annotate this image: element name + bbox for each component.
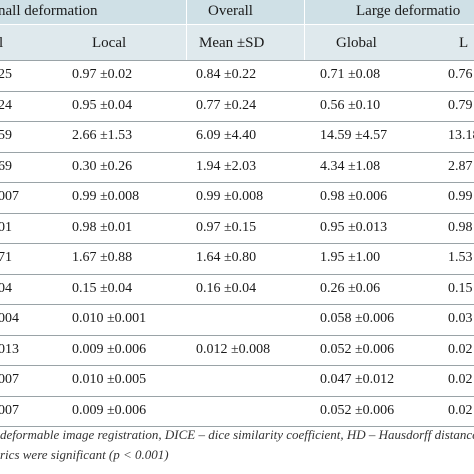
cell-global: 0.98 ±0.006 xyxy=(320,189,388,204)
cell-first: 004 xyxy=(0,311,19,326)
cell-local: 0.99 ±0.008 xyxy=(72,189,140,204)
cell-first: 007 xyxy=(0,403,19,418)
cell-global: 0.95 ±0.013 xyxy=(320,220,388,235)
cell-first: 71 xyxy=(0,250,12,265)
row-divider xyxy=(0,365,474,366)
cell-global: 0.047 ±0.012 xyxy=(320,372,395,387)
subheader-mean: Mean ±SD xyxy=(199,35,265,51)
row-divider xyxy=(0,152,474,153)
cell-last: 0.98 xyxy=(448,220,473,235)
cell-global: 0.56 ±0.10 xyxy=(320,98,381,113)
cell-local: 0.009 ±0.006 xyxy=(72,342,147,357)
row-divider xyxy=(0,396,474,397)
cell-global: 0.26 ±0.06 xyxy=(320,281,381,296)
cell-global: 0.058 ±0.006 xyxy=(320,311,395,326)
cell-local: 0.30 ±0.26 xyxy=(72,159,133,174)
cell-local: 1.67 ±0.88 xyxy=(72,250,133,265)
row-divider xyxy=(0,304,474,305)
subheader-global: Global xyxy=(336,35,377,51)
cell-overall: 0.99 ±0.008 xyxy=(196,189,264,204)
cell-first: 01 xyxy=(0,220,12,235)
cell-overall: 0.97 ±0.15 xyxy=(196,220,257,235)
cell-first: 007 xyxy=(0,189,19,204)
cell-last: 0.15 xyxy=(448,281,473,296)
cell-overall: 0.84 ±0.22 xyxy=(196,67,257,82)
cell-first: 007 xyxy=(0,372,19,387)
cell-global: 1.95 ±1.00 xyxy=(320,250,381,265)
cell-local: 0.009 ±0.006 xyxy=(72,403,147,418)
cell-first: 69 xyxy=(0,159,12,174)
subheader-band xyxy=(0,25,474,60)
cell-overall: 6.09 ±4.40 xyxy=(196,128,257,143)
cell-local: 0.98 ±0.01 xyxy=(72,220,133,235)
row-divider xyxy=(0,274,474,275)
cell-last: 0.79 xyxy=(448,98,473,113)
cell-last: 0.02 xyxy=(448,403,473,418)
group-header-small: nall deformation xyxy=(0,3,98,19)
group-header-band xyxy=(0,0,474,24)
subheader-first: l xyxy=(0,35,4,51)
row-divider xyxy=(0,121,474,122)
cell-overall: 0.16 ±0.04 xyxy=(196,281,257,296)
cell-first: 25 xyxy=(0,67,12,82)
cell-first: 24 xyxy=(0,98,12,113)
cell-local: 0.95 ±0.04 xyxy=(72,98,133,113)
cell-last: 2.87 xyxy=(448,159,473,174)
cell-last: 0.02 xyxy=(448,372,473,387)
footnote-line-1: deformable image registration, DICE – di… xyxy=(0,427,474,442)
cell-local: 0.15 ±0.04 xyxy=(72,281,133,296)
footnote-line-2: rics were significant (p < 0.001) xyxy=(0,447,169,462)
table-footnote: deformable image registration, DICE – di… xyxy=(0,425,474,465)
cell-last: 1.53 xyxy=(448,250,473,265)
row-divider xyxy=(0,60,474,61)
cell-overall: 1.94 ±2.03 xyxy=(196,159,257,174)
group-header-overall: Overall xyxy=(208,3,253,19)
cell-overall: 0.77 ±0.24 xyxy=(196,98,257,113)
cell-last: 0.76 xyxy=(448,67,473,82)
cell-global: 0.71 ±0.08 xyxy=(320,67,381,82)
cell-last: 0.02 xyxy=(448,342,473,357)
row-divider xyxy=(0,335,474,336)
subheader-last: L xyxy=(459,35,469,51)
cell-overall: 1.64 ±0.80 xyxy=(196,250,257,265)
cell-last: 0.03 xyxy=(448,311,473,326)
header-divider xyxy=(186,0,187,60)
cell-global: 0.052 ±0.006 xyxy=(320,403,395,418)
table-bottom-rule xyxy=(0,426,474,427)
cell-overall: 0.012 ±0.008 xyxy=(196,342,271,357)
cell-global: 0.052 ±0.006 xyxy=(320,342,395,357)
header-divider xyxy=(304,0,305,60)
row-divider xyxy=(0,182,474,183)
cell-global: 14.59 ±4.57 xyxy=(320,128,388,143)
cell-first: 013 xyxy=(0,342,19,357)
cell-last: 0.99 xyxy=(448,189,473,204)
group-header-large: Large deformatio xyxy=(356,3,461,19)
cell-local: 2.66 ±1.53 xyxy=(72,128,133,143)
cell-first: 04 xyxy=(0,281,12,296)
cell-local: 0.010 ±0.001 xyxy=(72,311,147,326)
cell-global: 4.34 ±1.08 xyxy=(320,159,381,174)
row-divider xyxy=(0,213,474,214)
cell-last: 13.18 xyxy=(448,128,474,143)
cell-first: 59 xyxy=(0,128,12,143)
row-divider xyxy=(0,91,474,92)
row-divider xyxy=(0,243,474,244)
cell-local: 0.010 ±0.005 xyxy=(72,372,147,387)
subheader-local: Local xyxy=(92,35,127,51)
cell-local: 0.97 ±0.02 xyxy=(72,67,133,82)
